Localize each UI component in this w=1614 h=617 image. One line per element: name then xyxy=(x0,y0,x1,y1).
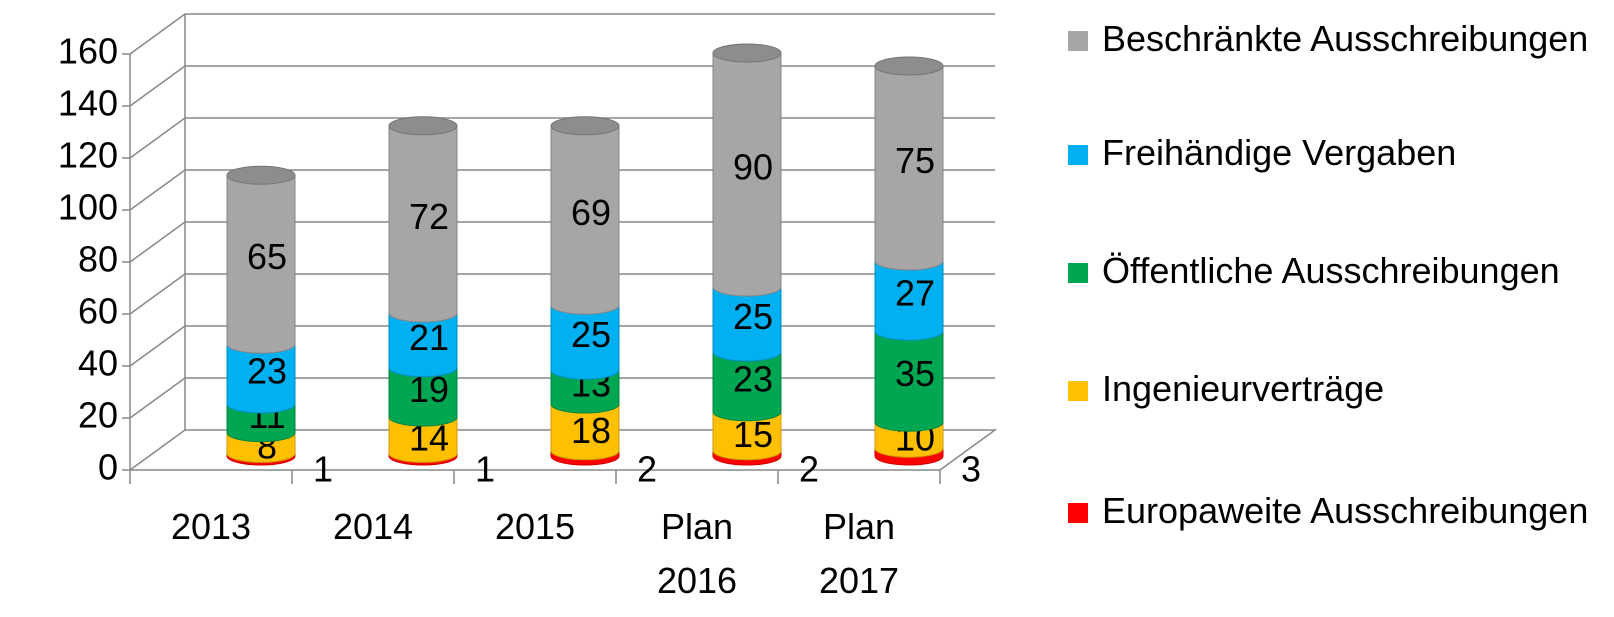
legend-item: Beschränkte Ausschreibungen xyxy=(1068,12,1598,66)
x-tick-label: 2015 xyxy=(494,506,576,547)
data-label: 1 xyxy=(313,449,333,490)
legend-item: Ingenieurverträge xyxy=(1068,362,1598,416)
bar-segment xyxy=(712,52,782,297)
bar-segment xyxy=(712,286,782,362)
legend-label: Öffentliche Ausschreibungen xyxy=(1102,250,1560,291)
x-tick-label: 2014 xyxy=(332,506,414,547)
legend-item: Freihändige Vergaben xyxy=(1068,126,1598,180)
data-label: 23 xyxy=(733,358,773,399)
grid-line xyxy=(129,65,995,107)
y-tick-label: 40 xyxy=(78,343,118,384)
bar-segment xyxy=(712,411,782,461)
legend-label: Ingenieurverträge xyxy=(1102,368,1385,409)
data-label: 25 xyxy=(733,296,773,337)
data-label: 90 xyxy=(733,147,773,188)
data-label: 18 xyxy=(571,410,611,451)
legend-item: Öffentliche Ausschreibungen xyxy=(1068,244,1598,298)
legend-swatch xyxy=(1068,145,1088,165)
data-label: 3 xyxy=(961,449,981,490)
data-label: 75 xyxy=(895,140,935,181)
legend-label: Freihändige Vergaben xyxy=(1102,132,1457,173)
bar-top xyxy=(712,43,782,63)
bar-segment xyxy=(874,330,944,432)
legend-swatch xyxy=(1068,31,1088,51)
bar-top xyxy=(550,116,620,136)
y-tick-label: 140 xyxy=(58,83,118,124)
x-tick-label: 2013 xyxy=(170,506,252,547)
data-label: 27 xyxy=(895,273,935,314)
data-label: 2 xyxy=(799,449,819,490)
data-label: 2 xyxy=(637,449,657,490)
y-tick-label: 160 xyxy=(58,31,118,72)
bar-segment xyxy=(226,403,296,443)
legend-swatch xyxy=(1068,263,1088,283)
data-label: 35 xyxy=(895,353,935,394)
bar-segment xyxy=(226,174,296,354)
bar-top xyxy=(226,165,296,185)
data-label: 69 xyxy=(571,192,611,233)
y-tick-label: 60 xyxy=(78,291,118,332)
y-tick-label: 0 xyxy=(98,447,118,488)
data-label: 23 xyxy=(247,351,287,392)
legend-label: Europaweite Ausschreibungen xyxy=(1102,490,1589,531)
bar-segment xyxy=(550,369,620,414)
bar-segment xyxy=(388,312,458,378)
bar-segment xyxy=(712,351,782,422)
bar-segment xyxy=(874,260,944,341)
bar-segment xyxy=(388,416,458,463)
x-tick-label: Plan 2017 xyxy=(818,506,900,601)
data-label: 1 xyxy=(475,449,495,490)
y-tick-label: 120 xyxy=(58,135,118,176)
data-label: 25 xyxy=(571,314,611,355)
y-tick-label: 20 xyxy=(78,395,118,436)
bar-segment xyxy=(550,403,620,461)
data-label: 72 xyxy=(409,196,449,237)
bar-segment xyxy=(388,367,458,427)
data-label: 21 xyxy=(409,317,449,358)
bar-segment xyxy=(550,125,620,315)
legend-swatch xyxy=(1068,381,1088,401)
legend-label: Beschränkte Ausschreibungen xyxy=(1102,18,1589,59)
x-tick-label: Plan 2016 xyxy=(656,506,738,601)
bar-segment xyxy=(388,125,458,323)
y-tick-label: 100 xyxy=(58,187,118,228)
data-label: 65 xyxy=(247,236,287,277)
bar-top xyxy=(388,116,458,136)
grid-line xyxy=(129,13,995,55)
bar-top xyxy=(874,56,944,76)
bar-segment xyxy=(874,421,944,458)
y-tick-label: 80 xyxy=(78,239,118,280)
legend-swatch xyxy=(1068,503,1088,523)
bar-segment xyxy=(874,65,944,271)
legend-item: Europaweite Ausschreibungen xyxy=(1068,484,1598,538)
bar-segment xyxy=(550,304,620,380)
bar-segment xyxy=(226,343,296,414)
